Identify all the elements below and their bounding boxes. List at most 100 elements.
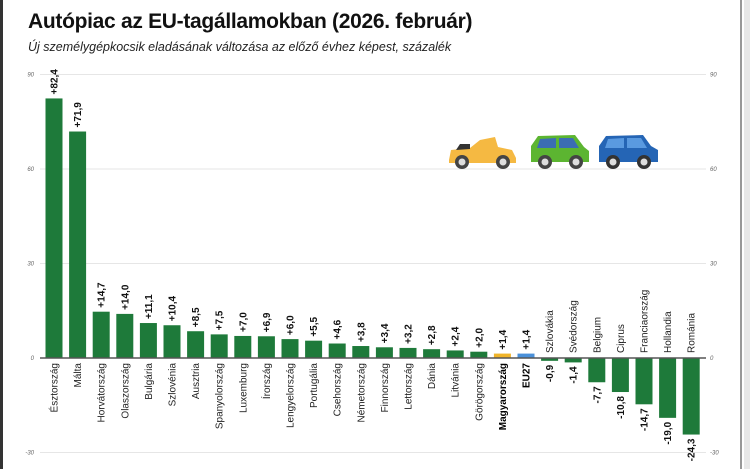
bar — [517, 353, 535, 358]
category-label: Horvátország — [97, 363, 108, 422]
value-label: +14,0 — [120, 284, 131, 310]
bar — [257, 336, 275, 358]
category-label: EU27 — [522, 363, 533, 388]
value-label: +82,4 — [50, 69, 61, 95]
category-label: Ciprus — [616, 324, 627, 353]
value-label: -10,8 — [616, 396, 627, 419]
bar — [45, 98, 63, 358]
bar — [116, 313, 134, 358]
y-tick-label-left: 30 — [27, 262, 34, 268]
frame-border-right — [740, 0, 742, 469]
category-label: Ausztria — [191, 363, 202, 400]
y-tick-label-left: 0 — [31, 356, 35, 362]
value-label: +10,4 — [168, 295, 179, 321]
y-tick-label-left: -30 — [25, 451, 34, 457]
category-label: Csehország — [333, 363, 344, 416]
category-label: Románia — [687, 313, 698, 353]
y-tick-label-left: 90 — [27, 73, 34, 79]
bar — [588, 358, 606, 383]
value-label: +6,0 — [286, 315, 297, 335]
frame-border-left — [0, 0, 3, 469]
category-label: Spanyolország — [215, 363, 226, 429]
category-label: Franciaország — [640, 290, 651, 353]
bar — [659, 358, 677, 418]
y-tick-label-right: 0 — [710, 356, 714, 362]
category-label: Bulgária — [144, 363, 155, 400]
category-label: Finnország — [380, 363, 391, 412]
bar — [352, 346, 370, 358]
bar — [69, 131, 87, 358]
category-label: Lettország — [404, 363, 415, 410]
bar — [234, 335, 252, 358]
value-label: -14,7 — [640, 408, 651, 431]
value-label: +3,2 — [404, 324, 415, 344]
value-label: +3,4 — [380, 323, 391, 343]
y-tick-label-right: 30 — [710, 262, 717, 268]
bar — [210, 334, 228, 358]
category-label: Írország — [260, 363, 273, 399]
value-label: -0,9 — [545, 364, 556, 382]
bar — [493, 353, 511, 358]
category-label: Észtország — [48, 363, 61, 412]
bar — [423, 349, 441, 358]
value-label: +7,5 — [215, 310, 226, 330]
category-label: Magyarország — [498, 363, 509, 430]
bar — [375, 347, 393, 358]
value-label: +1,4 — [522, 329, 533, 349]
category-label: Szlovákia — [545, 310, 556, 353]
green-car-icon — [531, 135, 589, 169]
value-label: +5,5 — [309, 316, 320, 336]
category-label: Portugália — [309, 363, 320, 408]
value-label: +1,4 — [498, 329, 509, 349]
value-label: +7,0 — [238, 312, 249, 332]
y-tick-label-left: 60 — [27, 167, 34, 173]
value-label: +14,7 — [97, 282, 108, 308]
bar — [187, 331, 205, 358]
yellow-convertible-car-icon — [449, 137, 516, 169]
category-label: Málta — [73, 363, 84, 388]
value-label: +2,4 — [451, 326, 462, 346]
bar — [541, 358, 559, 361]
bar — [92, 311, 110, 358]
bar — [446, 350, 464, 358]
category-label: Dánia — [427, 363, 438, 390]
bar — [328, 343, 346, 358]
category-label: Szlovénia — [168, 363, 179, 407]
category-label: Svédország — [569, 300, 580, 353]
cars-illustration — [449, 135, 658, 169]
category-label: Németország — [356, 363, 367, 422]
value-label: -1,4 — [569, 366, 580, 384]
value-label: -19,0 — [663, 421, 674, 444]
bar — [682, 358, 700, 435]
category-label: Olaszország — [120, 363, 131, 419]
category-label: Belgium — [592, 317, 603, 353]
value-label: +71,9 — [73, 102, 84, 128]
bar — [635, 358, 653, 405]
y-tick-label-right: 90 — [710, 73, 717, 79]
bar — [163, 325, 181, 358]
value-label: +2,0 — [474, 328, 485, 348]
blue-car-icon — [599, 135, 658, 169]
scrollbar-track — [744, 0, 750, 469]
value-label: +2,8 — [427, 325, 438, 345]
chart-title: Autópiac az EU-tagállamokban (2026. febr… — [28, 10, 473, 33]
bar — [611, 358, 629, 393]
value-label: +8,5 — [191, 307, 202, 327]
value-label: +11,1 — [144, 294, 155, 319]
value-label: +6,9 — [262, 312, 273, 332]
category-label: Luxemburg — [238, 363, 249, 413]
value-label: +3,8 — [356, 322, 367, 342]
bar — [399, 347, 417, 358]
value-label: -7,7 — [592, 386, 603, 404]
value-label: -24,3 — [687, 438, 698, 461]
bar — [305, 340, 323, 358]
category-label: Lengyelország — [286, 363, 297, 428]
category-label: Litvánia — [451, 363, 462, 398]
category-label: Hollandia — [663, 311, 674, 353]
bar — [470, 351, 488, 358]
bar — [281, 339, 299, 358]
bar — [564, 358, 582, 363]
y-tick-label-right: 60 — [710, 167, 717, 173]
category-label: Görögország — [474, 363, 485, 421]
